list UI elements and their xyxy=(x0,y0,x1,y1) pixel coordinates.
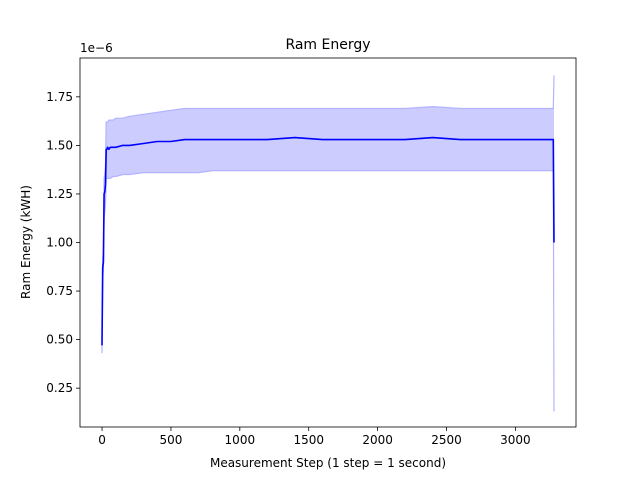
x-tick-label: 3000 xyxy=(500,433,531,447)
upper-band-edge xyxy=(101,75,555,340)
y-tick-label: 1.25 xyxy=(46,187,73,201)
x-axis-ticks: 0 500 1000 1500 2000 2500 3000 xyxy=(98,427,531,447)
y-tick-label: 0.75 xyxy=(46,284,73,298)
x-tick-label: 1000 xyxy=(225,433,256,447)
chart-title: Ram Energy xyxy=(285,37,370,53)
mean-line xyxy=(101,136,555,346)
y-axis-ticks: 0.25 0.50 0.75 1.00 1.25 1.50 1.75 xyxy=(46,90,80,395)
y-axis-offset-text: 1e−6 xyxy=(80,41,113,55)
x-axis-label: Measurement Step (1 step = 1 second) xyxy=(210,456,446,470)
y-tick-label: 0.25 xyxy=(46,381,73,395)
mean-line-layer xyxy=(101,136,555,346)
y-axis-label: Ram Energy (kWH) xyxy=(19,185,33,299)
y-tick-label: 1.50 xyxy=(46,138,73,152)
y-tick-label: 1.00 xyxy=(46,236,73,250)
x-tick-label: 2000 xyxy=(362,433,393,447)
x-tick-label: 0 xyxy=(98,433,106,447)
x-tick-label: 500 xyxy=(159,433,182,447)
x-tick-label: 2500 xyxy=(431,433,462,447)
confidence-band xyxy=(102,75,554,412)
x-tick-label: 1500 xyxy=(293,433,324,447)
y-tick-label: 0.50 xyxy=(46,333,73,347)
y-tick-label: 1.75 xyxy=(46,90,73,104)
